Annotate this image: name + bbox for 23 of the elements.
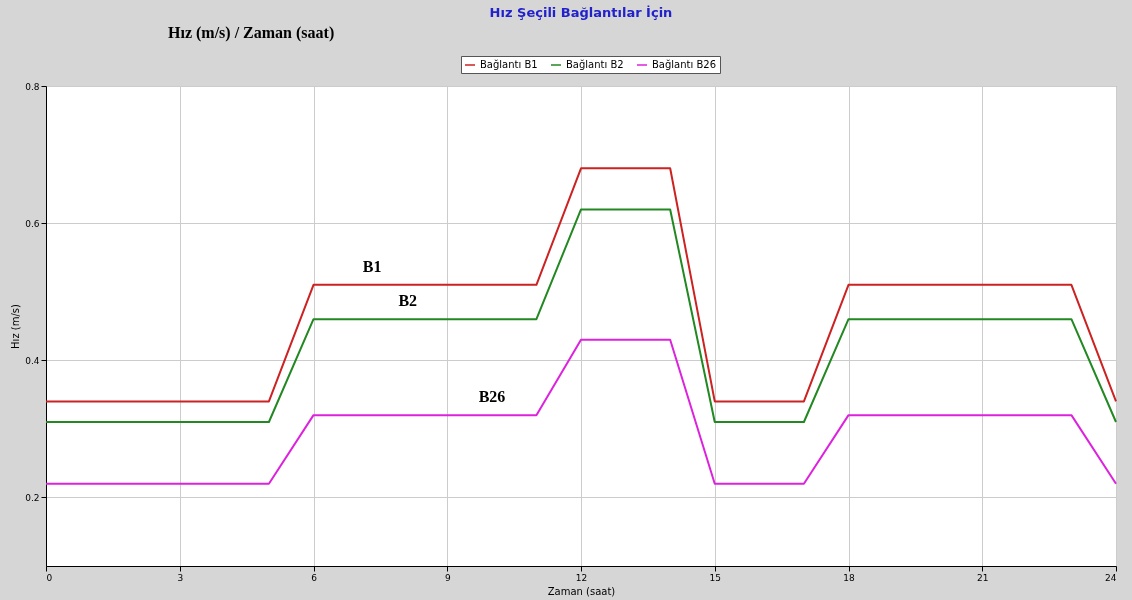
annotation: B1: [362, 257, 382, 275]
legend-label: Bağlantı B1: [480, 59, 538, 70]
x-tick-label: 21: [977, 572, 989, 583]
legend-label: Bağlantı B26: [652, 59, 717, 70]
x-tick-label: 15: [709, 572, 721, 583]
y-axis-title: Hız (m/s): [10, 303, 22, 349]
x-tick-label: 24: [1105, 572, 1117, 583]
x-tick-label: 12: [575, 572, 588, 583]
y-tick-label: 0.8: [25, 81, 40, 92]
x-tick-label: 9: [444, 572, 451, 583]
y-tick-label: 0.2: [25, 492, 40, 503]
legend-label: Bağlantı B2: [566, 59, 624, 70]
x-tick-label: 3: [177, 572, 184, 583]
chart-subtitle: Hız (m/s) / Zaman (saat): [168, 24, 335, 42]
x-tick-label: 0: [46, 572, 53, 583]
y-tick-label: 0.4: [25, 355, 40, 366]
x-tick-label: 6: [311, 572, 318, 583]
x-axis-title: Zaman (saat): [547, 585, 616, 597]
y-tick-label: 0.6: [25, 218, 40, 229]
annotation: B2: [398, 292, 418, 310]
chart-title: Hız Şeçili Bağlantılar İçin: [489, 4, 673, 20]
annotation: B26: [478, 388, 506, 406]
x-tick-label: 18: [843, 572, 855, 583]
